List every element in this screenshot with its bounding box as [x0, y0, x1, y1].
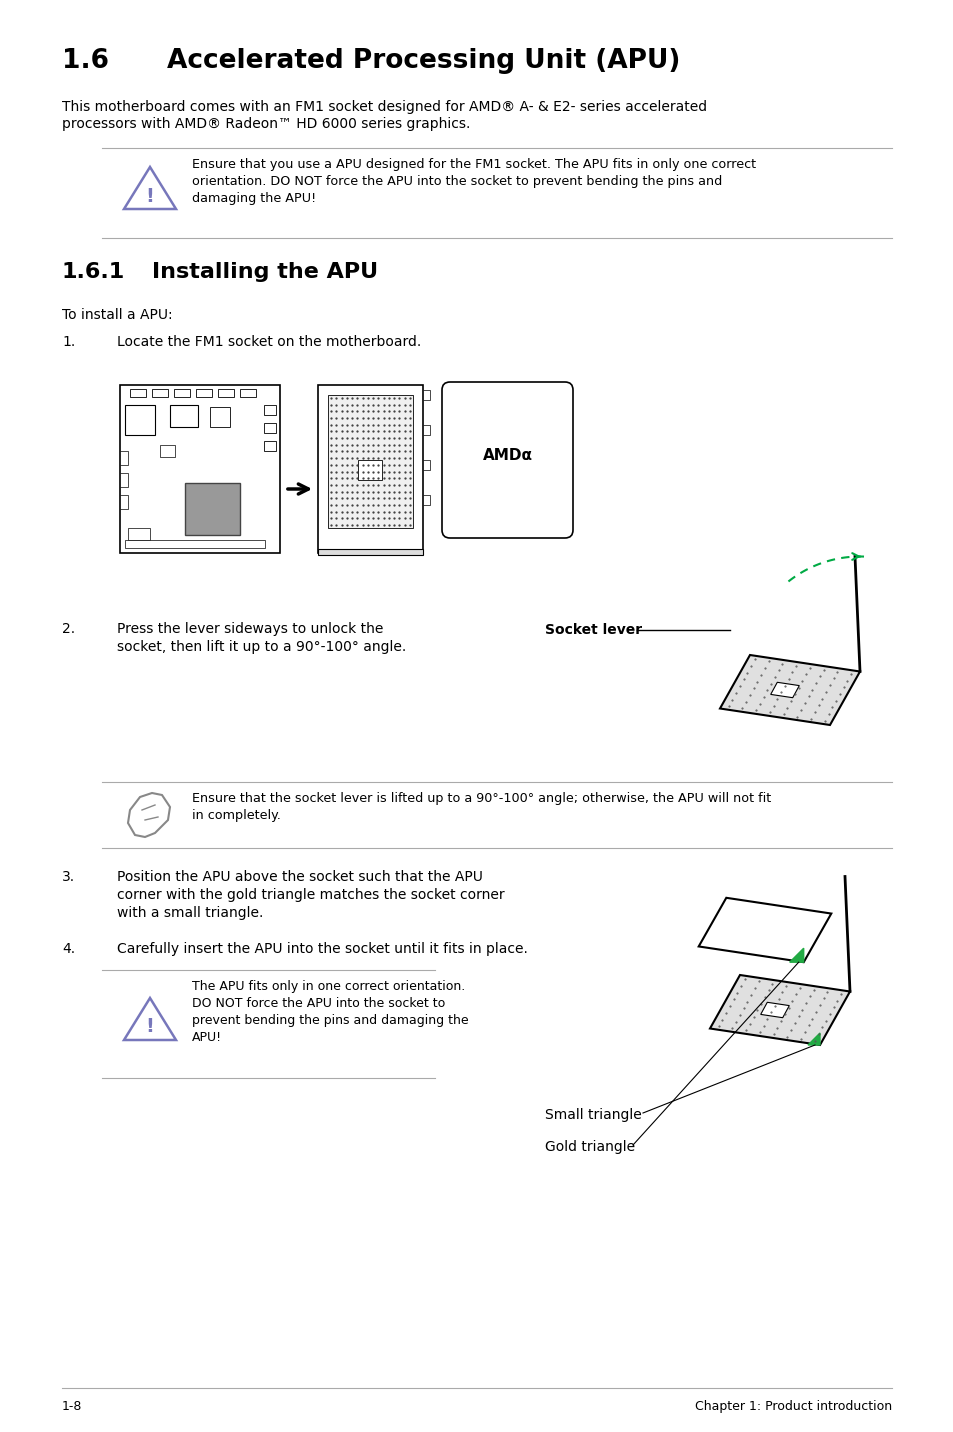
Polygon shape	[698, 898, 830, 962]
Bar	[317, 385, 422, 553]
Text: with a small triangle.: with a small triangle.	[117, 906, 263, 919]
Bar	[264, 405, 275, 415]
Bar	[120, 451, 128, 465]
Text: Ensure that you use a APU designed for the FM1 socket. The APU fits in only one : Ensure that you use a APU designed for t…	[192, 158, 756, 170]
Text: This motherboard comes with an FM1 socket designed for AMD® A- & E2- series acce: This motherboard comes with an FM1 socke…	[62, 100, 706, 115]
Bar	[328, 395, 413, 528]
Bar	[173, 390, 190, 397]
Text: Position the APU above the socket such that the APU: Position the APU above the socket such t…	[117, 871, 482, 884]
Bar	[125, 405, 154, 435]
Text: prevent bending the pins and damaging the: prevent bending the pins and damaging th…	[192, 1014, 468, 1027]
Text: To install a APU:: To install a APU:	[62, 308, 172, 322]
Polygon shape	[807, 1032, 820, 1045]
Text: 2.: 2.	[62, 621, 75, 636]
Text: orientation. DO NOT force the APU into the socket to prevent bending the pins an: orientation. DO NOT force the APU into t…	[192, 175, 721, 188]
Text: The APU fits only in one correct orientation.: The APU fits only in one correct orienta…	[192, 979, 465, 992]
Bar	[120, 473, 128, 487]
Text: Press the lever sideways to unlock the: Press the lever sideways to unlock the	[117, 621, 383, 636]
Bar	[422, 425, 430, 435]
Text: 1-8: 1-8	[62, 1400, 82, 1413]
Text: Chapter 1: Product introduction: Chapter 1: Product introduction	[694, 1400, 891, 1413]
Bar	[317, 548, 422, 556]
FancyBboxPatch shape	[441, 382, 573, 538]
Polygon shape	[720, 654, 859, 725]
Bar	[264, 422, 275, 432]
Bar	[128, 528, 150, 540]
Bar	[422, 460, 430, 470]
Bar	[120, 495, 128, 508]
Bar	[120, 385, 280, 553]
Text: AMDα: AMDα	[482, 447, 532, 463]
Polygon shape	[709, 975, 849, 1045]
Bar	[170, 405, 198, 427]
Text: in completely.: in completely.	[192, 809, 280, 822]
Text: !: !	[146, 186, 154, 206]
Text: 1.6: 1.6	[62, 49, 109, 74]
Polygon shape	[789, 948, 802, 962]
Text: 1.: 1.	[62, 335, 75, 349]
Polygon shape	[760, 1002, 788, 1018]
Text: Socket lever: Socket lever	[544, 623, 641, 637]
Text: processors with AMD® Radeon™ HD 6000 series graphics.: processors with AMD® Radeon™ HD 6000 ser…	[62, 117, 470, 130]
Text: Small triangle: Small triangle	[544, 1108, 641, 1123]
Bar	[240, 390, 255, 397]
Bar	[195, 390, 212, 397]
Text: Carefully insert the APU into the socket until it fits in place.: Carefully insert the APU into the socket…	[117, 942, 527, 957]
Text: APU!: APU!	[192, 1031, 222, 1044]
Text: Installing the APU: Installing the APU	[152, 262, 377, 282]
Bar	[264, 441, 275, 451]
Bar	[357, 460, 381, 480]
Text: !: !	[146, 1018, 154, 1037]
Bar	[130, 390, 146, 397]
Text: Accelerated Processing Unit (APU): Accelerated Processing Unit (APU)	[167, 49, 679, 74]
Text: damaging the APU!: damaging the APU!	[192, 192, 315, 205]
Bar	[125, 540, 265, 548]
Text: 4.: 4.	[62, 942, 75, 957]
Text: 1.6.1: 1.6.1	[62, 262, 125, 282]
Text: socket, then lift it up to a 90°-100° angle.: socket, then lift it up to a 90°-100° an…	[117, 640, 406, 654]
Text: 3.: 3.	[62, 871, 75, 884]
Text: Gold triangle: Gold triangle	[544, 1140, 635, 1154]
Bar	[210, 407, 230, 427]
Bar	[185, 483, 240, 536]
Text: corner with the gold triangle matches the socket corner: corner with the gold triangle matches th…	[117, 888, 504, 902]
Bar	[160, 445, 174, 457]
Text: Ensure that the socket lever is lifted up to a 90°-100° angle; otherwise, the AP: Ensure that the socket lever is lifted u…	[192, 792, 770, 805]
Bar	[152, 390, 168, 397]
Bar	[218, 390, 233, 397]
Bar	[422, 390, 430, 400]
Text: DO NOT force the APU into the socket to: DO NOT force the APU into the socket to	[192, 997, 445, 1010]
Text: Locate the FM1 socket on the motherboard.: Locate the FM1 socket on the motherboard…	[117, 335, 421, 349]
Bar	[422, 495, 430, 505]
Polygon shape	[770, 682, 799, 697]
